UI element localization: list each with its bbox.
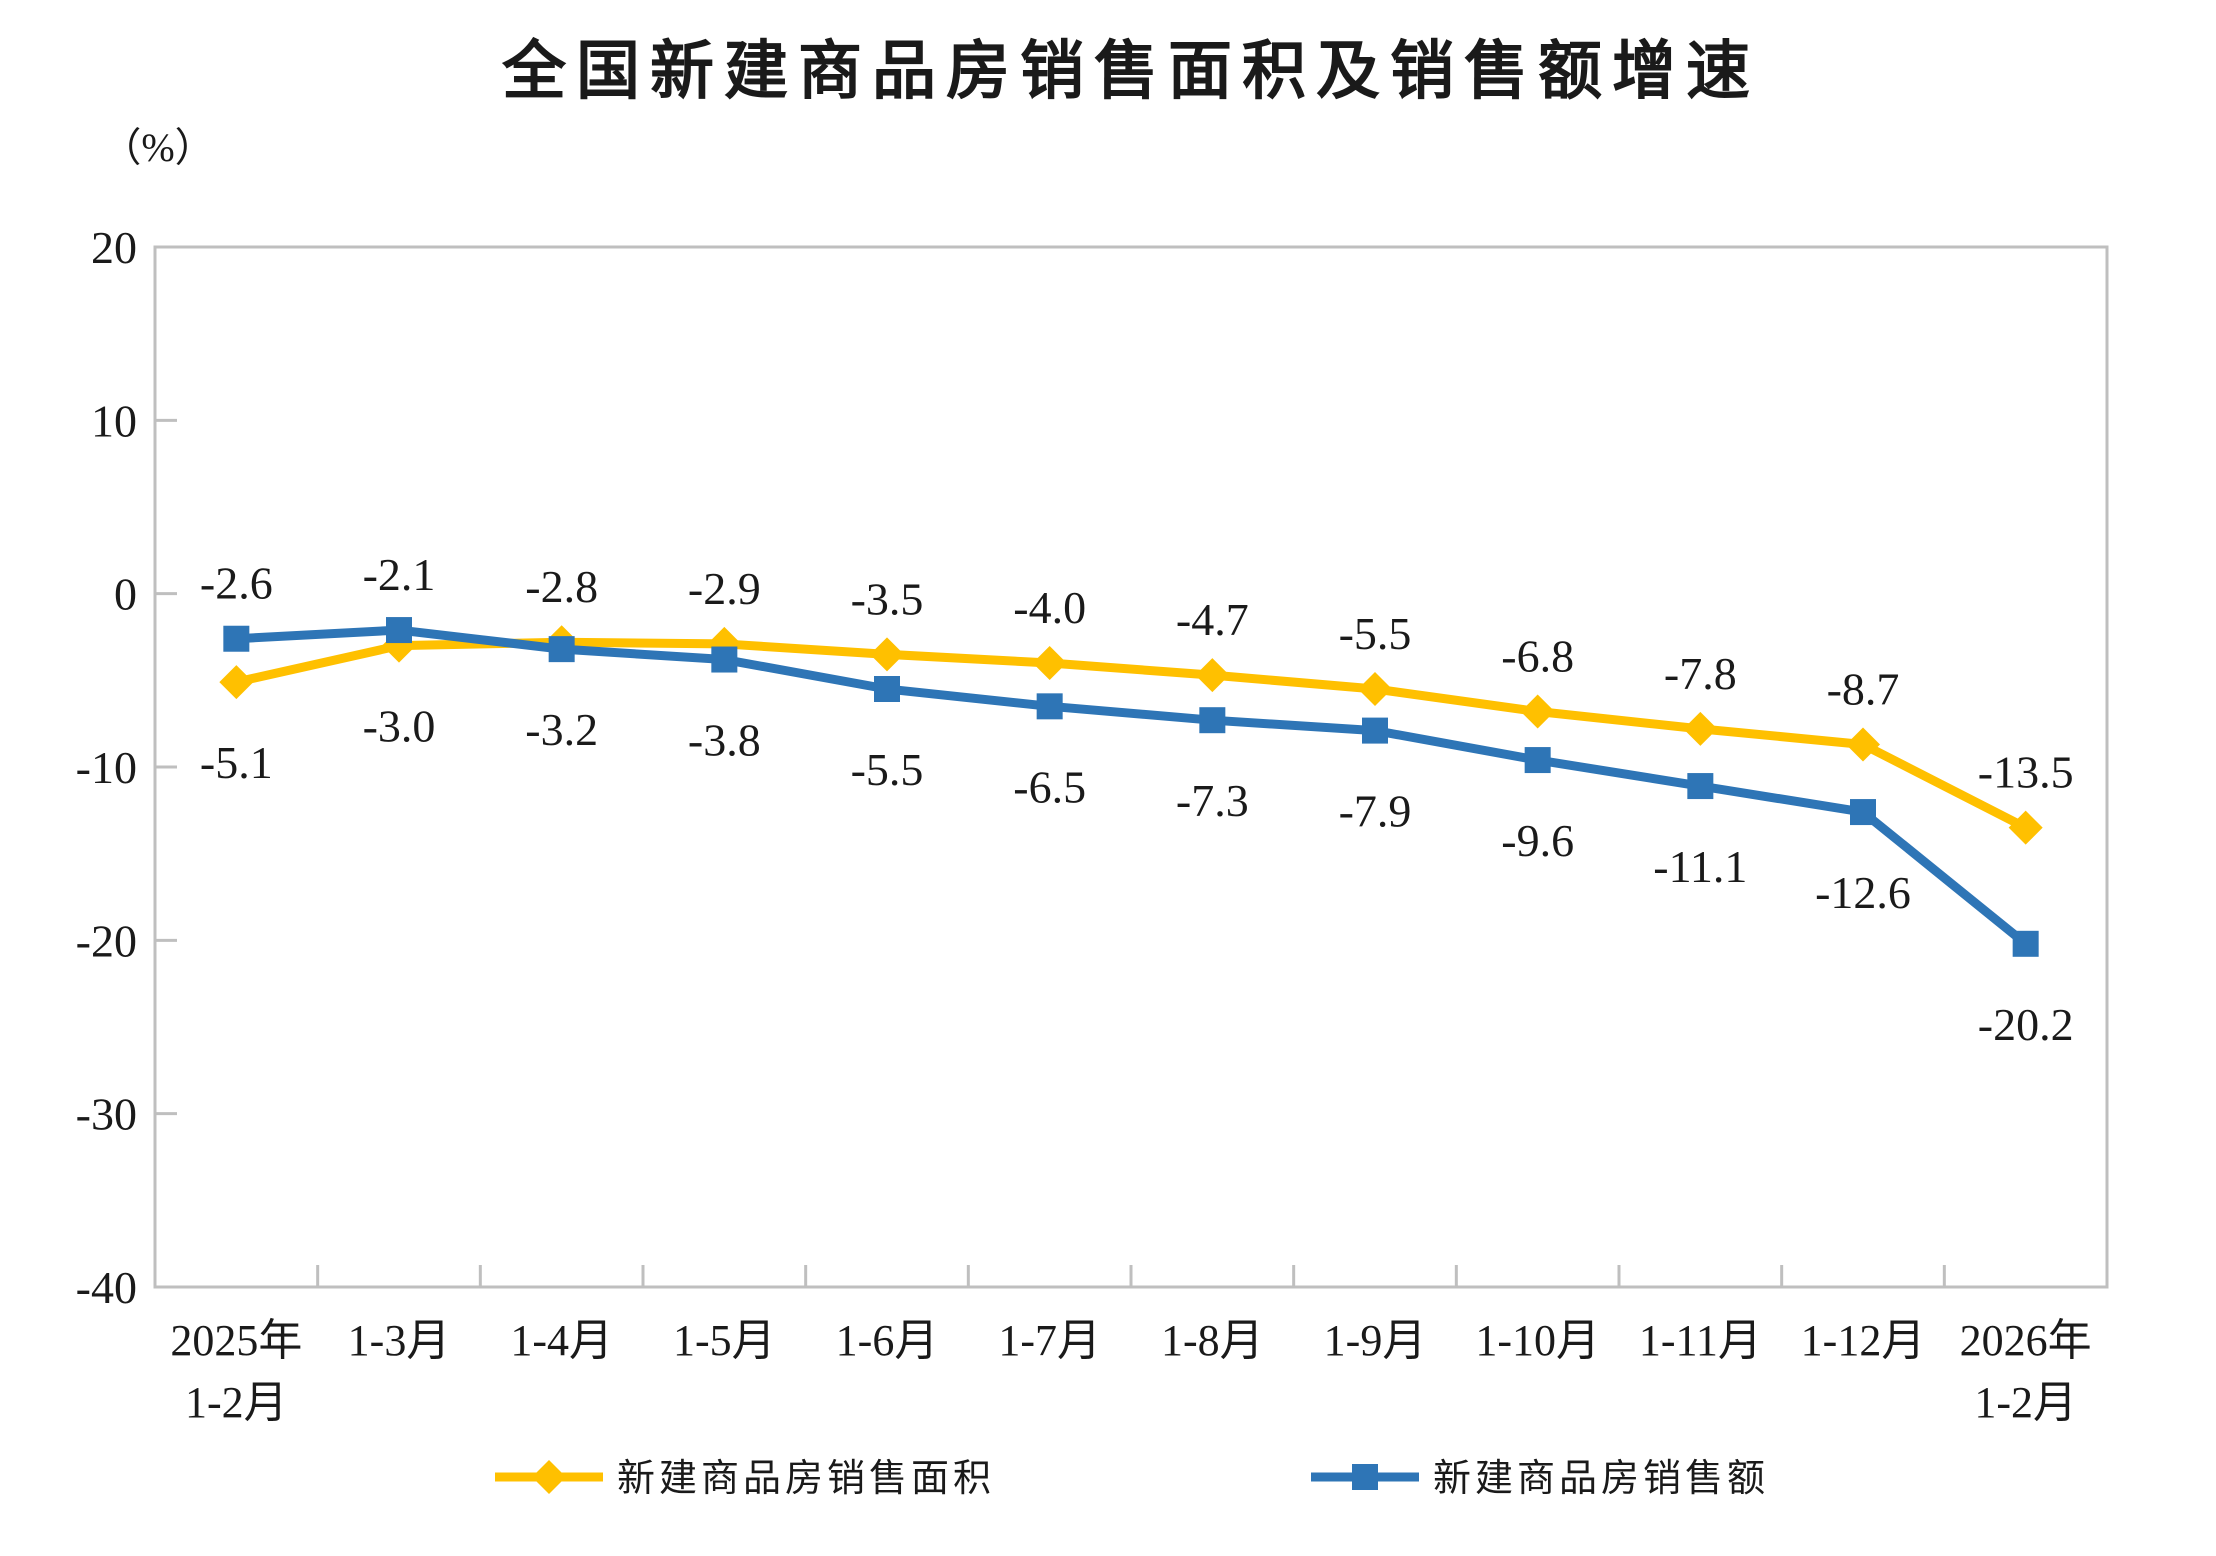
- y-axis-tick-label: -40: [76, 1262, 137, 1313]
- sales-area-data-label: -8.7: [1827, 663, 1900, 714]
- legend-sales-area-label: 新建商品房销售面积: [617, 1458, 995, 1500]
- legend-sales-value-marker: [1352, 1464, 1378, 1490]
- sales-area-data-label: -13.5: [1978, 747, 2074, 798]
- sales-value-data-label: -2.1: [363, 549, 436, 600]
- sales-value-marker: [1036, 693, 1063, 720]
- sales-value-data-label: -2.6: [200, 558, 273, 609]
- sales-value-marker: [548, 636, 575, 663]
- y-axis-unit-label: （%）: [101, 125, 215, 170]
- sales-area-marker: [219, 665, 254, 700]
- sales-value-line: [231, 625, 2031, 949]
- sales-value-data-label: -3.2: [525, 704, 598, 755]
- plot-border: [153, 245, 2109, 1289]
- sales-area-line: [231, 637, 2031, 833]
- sales-value-data-label: -5.5: [851, 744, 924, 795]
- sales-area-data-label: -2.8: [525, 561, 598, 612]
- y-axis-tick-label: 20: [91, 222, 137, 273]
- x-axis-category-label: 2025年: [170, 1316, 302, 1365]
- sales-area-data-label: -5.1: [200, 737, 273, 788]
- sales-value-data-label: -7.3: [1176, 775, 1249, 826]
- sales-value-marker: [386, 617, 412, 644]
- x-axis-category-label: 1-2月: [1974, 1378, 2077, 1427]
- sales-value-data-label: -7.9: [1339, 786, 1412, 837]
- sales-value-data-label: -11.1: [1653, 841, 1747, 892]
- sales-value-marker: [1850, 799, 1876, 826]
- sales-area-marker: [1032, 646, 1067, 680]
- y-axis-tick-label: 10: [91, 395, 137, 446]
- x-axis-category-label: 1-7月: [998, 1316, 1101, 1365]
- sales-value-marker: [1687, 773, 1714, 800]
- sales-area-data-label: -6.8: [1501, 631, 1574, 682]
- sales-value-marker: [711, 646, 738, 673]
- sales-area-data-label: -5.5: [1339, 608, 1412, 659]
- sales-area-data-label: -3.5: [851, 573, 924, 624]
- sales-value-marker: [874, 676, 900, 702]
- x-axis-category-label: 1-9月: [1324, 1316, 1427, 1365]
- sales-value-data-label: -12.6: [1815, 867, 1911, 918]
- sales-value-marker: [1362, 717, 1388, 744]
- sales-area-data-label: -3.0: [363, 701, 436, 752]
- sales-value-marker: [223, 625, 250, 652]
- legend-sales-value-label: 新建商品房销售额: [1433, 1458, 1769, 1500]
- sales-area-data-label: -4.7: [1176, 594, 1249, 645]
- y-axis-tick-label: -20: [76, 915, 137, 966]
- x-axis-category-label: 1-12月: [1801, 1316, 1926, 1365]
- x-axis-category-label: 1-11月: [1639, 1316, 1762, 1365]
- sales-area-marker: [1520, 694, 1555, 729]
- y-axis-tick-label: -30: [76, 1089, 137, 1140]
- sales-area-data-label: -2.9: [688, 563, 761, 614]
- sales-area-data-label: -4.0: [1013, 582, 1086, 633]
- sales-area-marker: [1358, 672, 1392, 706]
- sales-area-marker: [1195, 658, 1230, 693]
- y-axis-tick-label: 0: [114, 569, 137, 620]
- x-axis-category-label: 1-5月: [673, 1316, 776, 1365]
- sales-value-marker: [2012, 930, 2039, 957]
- x-axis-category-label: 1-4月: [510, 1316, 613, 1365]
- x-axis-category-label: 2026年: [1960, 1316, 2092, 1365]
- sales-value-marker: [1524, 747, 1551, 774]
- sales-value-data-label: -6.5: [1013, 761, 1086, 812]
- chart-title: 全国新建商品房销售面积及销售额增速: [502, 36, 1760, 107]
- sales-area-marker: [1846, 727, 1880, 762]
- x-axis-category-label: 1-2月: [185, 1378, 288, 1427]
- x-axis-category-label: 1-6月: [836, 1316, 939, 1365]
- sales-area-marker: [870, 637, 904, 672]
- sales-area-marker: [1683, 711, 1718, 746]
- legend-item-sales-area: 新建商品房销售面积: [495, 1458, 995, 1500]
- sales-value-data-label: -9.6: [1501, 815, 1574, 866]
- sales-value-data-label: -3.8: [688, 715, 761, 766]
- x-axis-category-label: 1-8月: [1161, 1316, 1264, 1365]
- legend-item-sales-value: 新建商品房销售额: [1311, 1458, 1769, 1500]
- sales-area-marker: [2008, 810, 2043, 845]
- sales-area-data-label: -7.8: [1664, 648, 1737, 699]
- x-axis-category-label: 1-10月: [1475, 1316, 1600, 1365]
- sales-value-data-label: -20.2: [1978, 999, 2074, 1050]
- sales-value-marker: [1199, 707, 1226, 734]
- y-axis-tick-label: -10: [76, 742, 137, 793]
- x-axis-category-label: 1-3月: [348, 1316, 451, 1365]
- legend-sales-area-marker: [532, 1460, 566, 1494]
